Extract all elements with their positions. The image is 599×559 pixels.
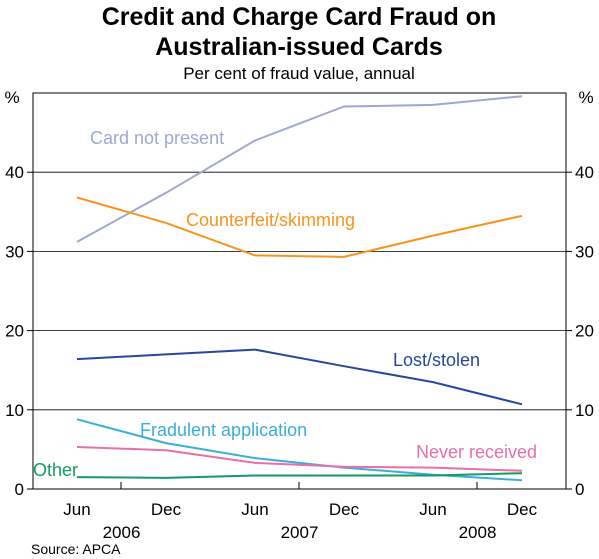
x-year-label: 2008 — [459, 523, 497, 542]
x-tick-label: Dec — [151, 500, 182, 519]
y-tick-label-right: 20 — [575, 322, 594, 341]
series-label-lost-stolen: Lost/stolen — [393, 350, 480, 370]
x-tick-label: Jun — [419, 500, 446, 519]
y-tick-label-left: 0 — [15, 480, 24, 499]
series-label-other: Other — [33, 460, 78, 480]
series-label-counterfeit-skimming: Counterfeit/skimming — [186, 210, 355, 230]
x-axis: Jun Dec Jun Dec Jun Dec 2006 2007 2008 — [63, 482, 538, 542]
y-tick-label-right: 0 — [575, 480, 584, 499]
series-line-other — [76, 472, 523, 479]
y-tick-label-left: 40 — [5, 163, 24, 182]
x-year-label: 2007 — [281, 523, 319, 542]
y-axis-left: 0 10 20 30 40 — [5, 163, 33, 499]
series-line-card-not-present — [76, 95, 523, 243]
y-tick-label-left: 30 — [5, 242, 24, 261]
series-label-never-received: Never received — [416, 442, 537, 462]
x-tick-label: Jun — [241, 500, 268, 519]
series-line-counterfeit-skimming — [76, 196, 523, 258]
x-tick-label: Dec — [507, 500, 538, 519]
y-tick-label-right: 40 — [575, 163, 594, 182]
x-tick-label: Jun — [63, 500, 90, 519]
source-note: Source: APCA — [31, 541, 121, 557]
y-axis-right-unit: % — [578, 88, 593, 107]
chart-subtitle: Per cent of fraud value, annual — [183, 64, 415, 83]
y-tick-label-left: 20 — [5, 322, 24, 341]
series-lines — [76, 95, 523, 482]
series-line-lost-stolen — [76, 348, 523, 406]
y-tick-label-right: 30 — [575, 242, 594, 261]
series-label-card-not-present: Card not present — [90, 128, 224, 148]
x-year-label: 2006 — [103, 523, 141, 542]
y-tick-label-right: 10 — [575, 401, 594, 420]
series-label-fradulent-application: Fradulent application — [140, 420, 307, 440]
y-axis-right: 0 10 20 30 40 — [566, 163, 594, 499]
chart-title-line-1: Credit and Charge Card Fraud on — [102, 3, 496, 31]
y-axis-left-unit: % — [4, 88, 19, 107]
gridlines — [33, 171, 566, 411]
chart-title-line-2: Australian-issued Cards — [155, 33, 443, 61]
x-tick-label: Dec — [329, 500, 360, 519]
series-line-never-received — [76, 446, 523, 472]
y-tick-label-left: 10 — [5, 401, 24, 420]
